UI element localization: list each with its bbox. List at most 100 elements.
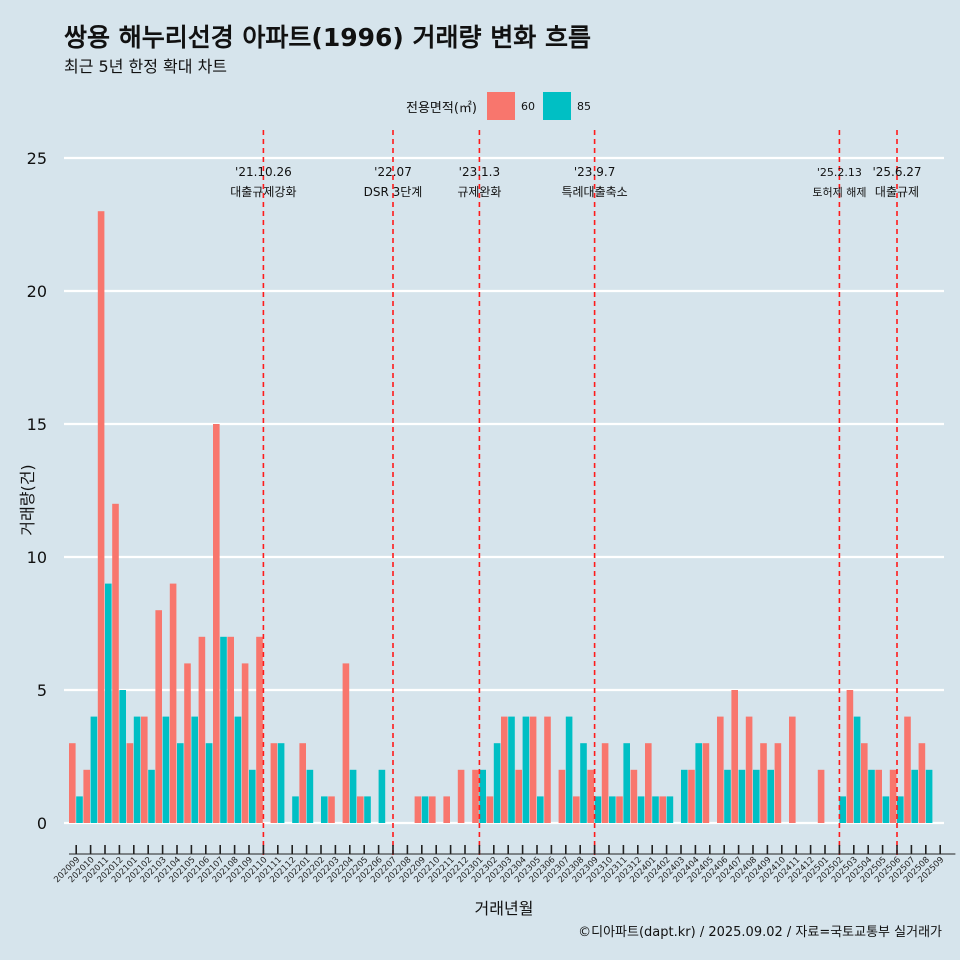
bar-85-202507	[911, 769, 918, 823]
bar-60-202101	[126, 743, 134, 823]
bar-60-202103	[155, 610, 162, 823]
legend-title: 전용면적(㎡)	[406, 100, 477, 116]
bar-85-202205	[364, 796, 371, 823]
y-tick-label: 15	[27, 415, 47, 434]
bar-85-202112	[292, 796, 299, 823]
bar-85-202505	[882, 796, 890, 823]
bar-85-202402	[666, 796, 674, 823]
bar-85-202401	[652, 796, 659, 823]
bar-60-202302	[486, 796, 494, 823]
bar-60-202301	[472, 769, 479, 823]
bar-85-202307	[565, 716, 573, 823]
bar-85-202010	[90, 716, 98, 823]
bar-85-202504	[868, 769, 875, 823]
bar-85-202101	[133, 716, 141, 823]
bar-85-202409	[767, 769, 774, 823]
bar-60-202402	[659, 796, 666, 823]
bar-60-202105	[184, 663, 191, 823]
bar-85-202403	[681, 769, 688, 823]
bar-60-202410	[774, 743, 782, 823]
annotation-label: 대출규제강화	[230, 185, 296, 199]
bar-60-202312	[630, 769, 638, 823]
bar-85-202209	[421, 796, 429, 823]
bar-60-202407	[731, 690, 738, 823]
bar-85-202204	[349, 769, 357, 823]
annotation-label: 특례대출축소	[561, 185, 627, 199]
bar-60-202503	[846, 690, 854, 823]
annotation-date: '25.6.27	[872, 165, 921, 179]
bar-85-202301	[479, 769, 486, 823]
legend: 전용면적(㎡) 60 85	[406, 92, 599, 120]
bar-60-202504	[861, 743, 868, 823]
bar-60-202409	[760, 743, 767, 823]
bar-85-202502	[839, 796, 846, 823]
y-tick-label: 0	[37, 814, 47, 833]
bar-60-202104	[169, 583, 177, 823]
bar-60-202108	[227, 636, 234, 823]
bar-60-202406	[717, 716, 724, 823]
bar-60-202011	[97, 211, 105, 823]
bar-85-202105	[191, 716, 198, 823]
annotation-date: '25.2.13	[817, 166, 862, 179]
bar-85-202508	[925, 769, 933, 823]
bar-60-202201	[299, 743, 306, 823]
bar-60-202310	[601, 743, 609, 823]
bar-60-202102	[141, 716, 148, 823]
bar-60-202109	[241, 663, 249, 823]
bar-85-202206	[378, 769, 386, 823]
bar-60-202401	[645, 743, 652, 823]
bar-60-202211	[443, 796, 450, 823]
bar-60-202506	[889, 769, 897, 823]
bar-60-202306	[544, 716, 551, 823]
bar-60-202411	[789, 716, 796, 823]
bar-85-202404	[695, 743, 702, 823]
bar-85-202109	[249, 769, 256, 823]
legend-swatch-85	[542, 92, 571, 120]
bar-85-202104	[177, 743, 184, 823]
bar-60-202307	[558, 769, 566, 823]
bar-85-202311	[623, 743, 630, 823]
x-axis-title: 거래년월	[475, 899, 534, 918]
y-tick-label: 5	[37, 681, 47, 700]
bar-60-202303	[501, 716, 508, 823]
bar-60-202205	[357, 796, 364, 823]
bar-85-202201	[306, 769, 314, 823]
chart-subtitle: 최근 5년 한정 확대 차트	[64, 57, 228, 76]
bar-85-202012	[119, 690, 126, 823]
bar-60-202404	[688, 769, 695, 823]
bar-60-202308	[573, 796, 580, 823]
annotation-date: '23.1.3	[459, 165, 500, 179]
legend-label-60: 60	[520, 99, 535, 113]
annotation-label: DSR 3단계	[364, 185, 423, 199]
y-axis-title: 거래량(건)	[18, 464, 37, 535]
y-tick-label: 20	[27, 282, 47, 301]
bar-60-202009	[69, 743, 76, 823]
bar-60-202209	[414, 796, 422, 823]
bar-85-202011	[105, 583, 112, 823]
chart-title: 쌍용 해누리선경 아파트(1996) 거래량 변화 흐름	[64, 23, 591, 52]
annotation-date: '23.9.7	[574, 165, 615, 179]
annotation-label: 토허제 해제	[812, 185, 866, 199]
annotation-date: '22.07	[374, 165, 412, 179]
bar-85-202310	[609, 796, 616, 823]
bar-85-202308	[580, 743, 587, 823]
bar-85-202009	[76, 796, 83, 823]
bar-85-202111	[277, 743, 285, 823]
bar-60-202012	[112, 503, 119, 823]
bar-85-202406	[724, 769, 731, 823]
annotation-label: 대출규제	[875, 185, 919, 199]
bar-60-202210	[429, 796, 436, 823]
bar-85-202407	[738, 769, 746, 823]
bar-60-202408	[745, 716, 753, 823]
bar-60-202405	[702, 743, 710, 823]
legend-label-85: 85	[576, 99, 591, 113]
bar-60-202508	[918, 743, 926, 823]
bar-85-202309	[594, 796, 602, 823]
bar-85-202103	[162, 716, 170, 823]
bar-85-202303	[508, 716, 515, 823]
bar-60-202106	[198, 636, 206, 823]
bar-60-202010	[83, 769, 90, 823]
bar-60-202111	[270, 743, 278, 823]
legend-swatch-60	[486, 92, 515, 120]
